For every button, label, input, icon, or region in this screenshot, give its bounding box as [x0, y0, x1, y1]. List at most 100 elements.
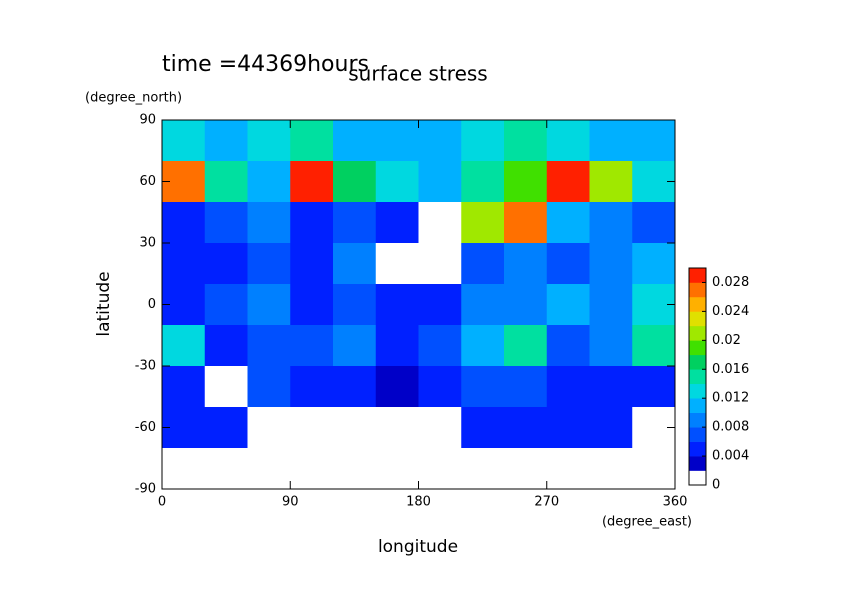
y-tick-label: 60	[139, 174, 156, 189]
contour-cell	[418, 366, 462, 408]
contour-cell	[290, 120, 334, 162]
contour-cell	[375, 120, 419, 162]
contour-cell	[247, 284, 291, 326]
contour-cell	[504, 161, 548, 203]
contour-cell	[375, 325, 419, 367]
contour-cell	[333, 448, 377, 490]
contour-cell	[589, 243, 633, 285]
contour-cell	[504, 407, 548, 449]
contour-cell	[290, 161, 334, 203]
contour-cell	[461, 161, 505, 203]
contour-cell	[162, 202, 206, 244]
y-tick-label: 0	[148, 297, 156, 312]
contour-cell	[546, 284, 590, 326]
contour-cell	[461, 120, 505, 162]
contour-cell	[418, 161, 462, 203]
colorbar-tick-label: 0.012	[712, 391, 749, 406]
x-tick-label: 0	[158, 495, 166, 510]
contour-cell	[204, 202, 248, 244]
contour-cell	[247, 161, 291, 203]
y-tick-label: -60	[135, 420, 156, 435]
contour-cell	[375, 448, 419, 490]
contour-cell	[546, 366, 590, 408]
colorbar-tick-label: 0.008	[712, 420, 749, 435]
contour-cell	[333, 366, 377, 408]
contour-cell	[247, 202, 291, 244]
contour-cell	[247, 407, 291, 449]
colorbar-segment	[689, 311, 706, 327]
contour-cell	[589, 325, 633, 367]
contour-cell	[333, 120, 377, 162]
contour-cell	[375, 161, 419, 203]
contour-cell	[504, 120, 548, 162]
contour-cell	[290, 325, 334, 367]
contour-cell	[162, 120, 206, 162]
x-tick-label: 270	[534, 495, 559, 510]
contour-cell	[632, 448, 676, 490]
contour-cell	[290, 407, 334, 449]
colorbar-tick-label: 0.004	[712, 449, 749, 464]
contour-cell	[204, 243, 248, 285]
chart-subtitle: time =44369hours	[162, 52, 369, 77]
colorbar-segment	[689, 268, 706, 283]
contour-cell	[504, 325, 548, 367]
contour-cell	[461, 325, 505, 367]
contour-cell	[418, 448, 462, 490]
y-axis-title: latitude	[94, 271, 114, 336]
contour-cell	[247, 120, 291, 162]
contour-cell	[504, 448, 548, 490]
contour-cell	[247, 448, 291, 490]
colorbar-segment	[689, 340, 706, 356]
contour-cell	[546, 202, 590, 244]
x-unit: (degree_east)	[602, 515, 692, 530]
contour-cell	[589, 407, 633, 449]
contour-cell	[204, 448, 248, 490]
y-tick-label: -30	[135, 359, 156, 374]
contour-cell	[632, 325, 676, 367]
contour-cell	[504, 366, 548, 408]
contour-cell	[546, 161, 590, 203]
colorbar-segment	[689, 383, 706, 399]
colorbar-segment	[689, 470, 706, 486]
contour-cell	[418, 407, 462, 449]
contour-cell	[162, 243, 206, 285]
contour-cell	[461, 243, 505, 285]
contour-cell	[375, 284, 419, 326]
contour-cell	[589, 448, 633, 490]
x-axis-title: longitude	[378, 537, 458, 557]
contour-cell	[333, 243, 377, 285]
colorbar-tick-label: 0.024	[712, 304, 749, 319]
contour-cell	[247, 243, 291, 285]
contour-cell	[418, 202, 462, 244]
colorbar-segment	[689, 456, 706, 471]
x-tick-label: 360	[663, 495, 688, 510]
contour-cell	[632, 120, 676, 162]
contour-cell	[418, 284, 462, 326]
colorbar-frame	[688, 267, 707, 486]
contour-cell	[504, 284, 548, 326]
contour-cell	[375, 407, 419, 449]
colorbar-segment	[689, 398, 706, 413]
colorbar-segment	[689, 282, 706, 298]
contour-cell	[204, 284, 248, 326]
contour-cell	[461, 284, 505, 326]
contour-cell	[247, 325, 291, 367]
contour-cell	[632, 202, 676, 244]
contour-cell	[461, 448, 505, 490]
contour-cell	[418, 325, 462, 367]
contour-cell	[162, 366, 206, 408]
y-tick-label: 90	[139, 113, 156, 128]
colorbar-segment	[689, 369, 706, 385]
contour-cell	[546, 325, 590, 367]
contour-cell	[204, 325, 248, 367]
contour-cell	[461, 202, 505, 244]
y-tick-label: 30	[139, 236, 156, 251]
colorbar-tick-label: 0.016	[712, 362, 749, 377]
contour-cell	[632, 243, 676, 285]
contour-cell	[375, 202, 419, 244]
contour-cell	[546, 407, 590, 449]
contour-cell	[162, 325, 206, 367]
colorbar-tick-label: 0.028	[712, 275, 749, 290]
contour-cell	[333, 407, 377, 449]
